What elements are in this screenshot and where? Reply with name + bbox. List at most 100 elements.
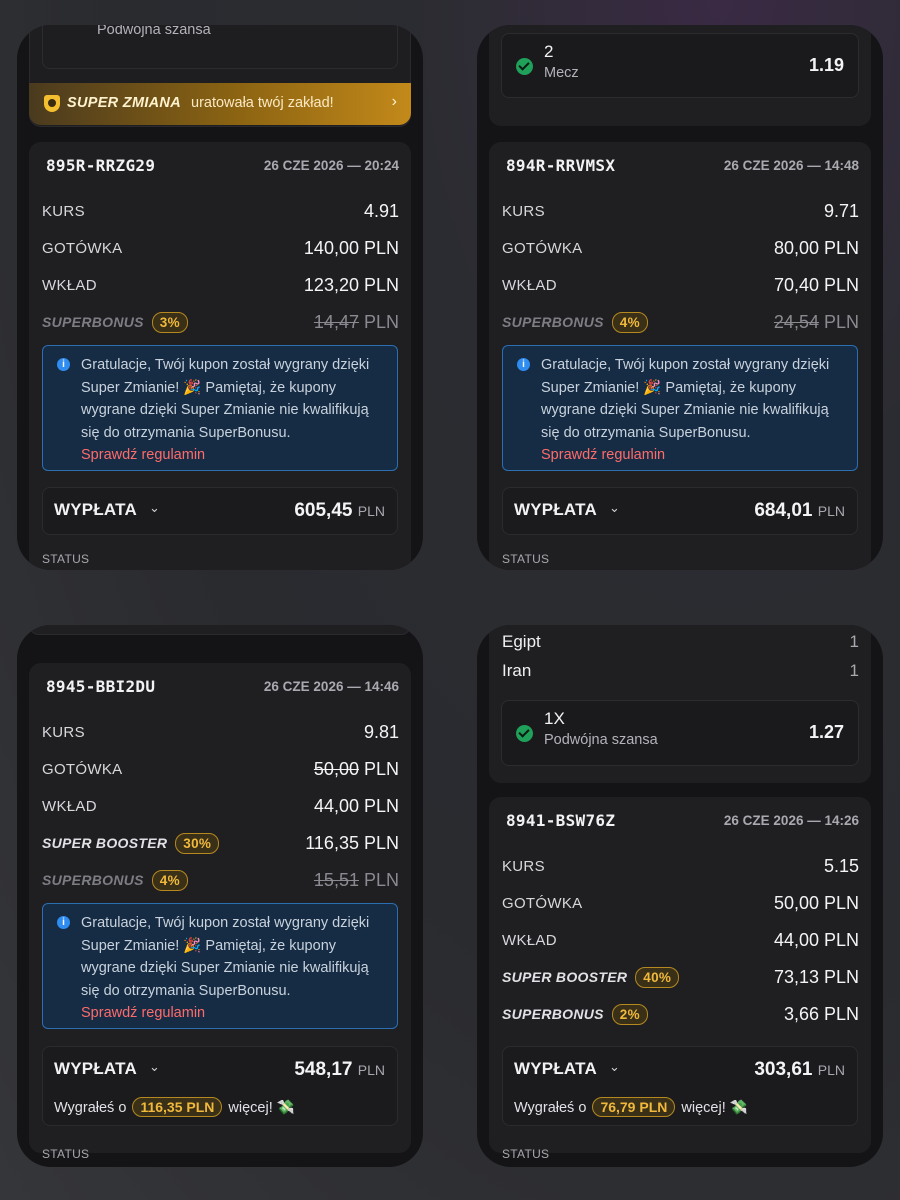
cash-label: GOTÓWKA xyxy=(42,239,123,257)
superbonus-label: SUPERBONUS 4% xyxy=(502,311,648,333)
previous-card-edge xyxy=(29,625,411,635)
bet-id: 894R-RRVMSX xyxy=(506,156,616,175)
cash-label: GOTÓWKA xyxy=(502,239,583,257)
bet-card: 894R-RRVMSX 26 CZE 2026 — 14:48 KURS 9.7… xyxy=(489,142,871,570)
odds-row: KURS 4.91 xyxy=(42,198,399,224)
chevron-down-icon: ⌄ xyxy=(609,1059,620,1074)
status-label: STATUS xyxy=(42,1147,90,1161)
stake-value: 44,00 PLN xyxy=(773,929,859,950)
rules-link[interactable]: Sprawdź regulamin xyxy=(81,447,206,463)
selection-box: 2 Mecz 1.19 xyxy=(501,33,859,98)
cash-value: 140,00 PLN xyxy=(303,237,399,258)
info-message: i Gratulacje, Twój kupon został wygrany … xyxy=(502,345,858,471)
payout-label: WYPŁATA xyxy=(54,500,137,519)
bet-date: 26 CZE 2026 — 14:46 xyxy=(263,679,399,694)
stake-row: WKŁAD 70,40 PLN xyxy=(502,272,859,298)
selection-box: 1X Podwójna szansa 1.27 xyxy=(501,700,859,766)
booster-percent-badge: 30% xyxy=(175,832,220,854)
superbonus-row: SUPERBONUS 4% 24,54 PLN xyxy=(502,309,859,335)
payout-box[interactable]: WYPŁATA ⌄ 548,17 PLN Wygrałeś o 116,35 P… xyxy=(42,1046,398,1126)
selection-name: 1X xyxy=(544,709,565,728)
odds-row: KURS 5.15 xyxy=(502,853,859,879)
cash-row: GOTÓWKA 140,00 PLN xyxy=(42,235,399,261)
shield-icon xyxy=(44,95,60,112)
banner-text: uratowała twój zakład! xyxy=(191,95,334,111)
superbonus-row: SUPERBONUS 3% 14,47 PLN xyxy=(42,309,399,335)
bet-id: 8945-BBI2DU xyxy=(46,677,156,696)
team-name: Iran xyxy=(502,661,532,680)
stake-value: 44,00 PLN xyxy=(313,795,399,816)
rules-link[interactable]: Sprawdź regulamin xyxy=(81,1005,206,1021)
cash-row: GOTÓWKA 50,00 PLN xyxy=(42,756,399,782)
bet-screen-bottom-right: Egipt 1 Iran 1 1X Podwójna szansa 1.27 8… xyxy=(477,625,883,1167)
bet-screen-bottom-left: 8945-BBI2DU 26 CZE 2026 — 14:46 KURS 9.8… xyxy=(17,625,423,1167)
superbonus-label: SUPERBONUS 3% xyxy=(42,311,188,333)
payout-box[interactable]: WYPŁATA ⌄ 684,01 PLN xyxy=(502,487,858,535)
stake-row: WKŁAD 44,00 PLN xyxy=(42,793,399,819)
info-text: Gratulacje, Twój kupon został wygrany dz… xyxy=(541,354,847,467)
info-icon: i xyxy=(57,916,70,929)
payout-label: WYPŁATA xyxy=(54,1059,137,1078)
cash-row: GOTÓWKA 50,00 PLN xyxy=(502,890,859,916)
stake-label: WKŁAD xyxy=(42,797,97,815)
stake-row: WKŁAD 123,20 PLN xyxy=(42,272,399,298)
odds-label: KURS xyxy=(42,202,85,220)
info-text: Gratulacje, Twój kupon został wygrany dz… xyxy=(81,354,387,467)
superbonus-percent-badge: 4% xyxy=(151,869,188,891)
superbonus-label: SUPERBONUS 2% xyxy=(502,1003,648,1025)
bet-card: 8941-BSW76Z 26 CZE 2026 — 14:26 KURS 5.1… xyxy=(489,797,871,1153)
stake-value: 70,40 PLN xyxy=(773,274,859,295)
team-score: 1 xyxy=(849,632,859,651)
bet-screen-top-left: Podwójna szansa SUPER ZMIANA uratowała t… xyxy=(17,25,423,570)
match-card: Egipt 1 Iran 1 1X Podwójna szansa 1.27 xyxy=(489,625,871,783)
superbonus-percent-badge: 3% xyxy=(151,311,188,333)
payout-box[interactable]: WYPŁATA ⌄ 605,45 PLN xyxy=(42,487,398,535)
chevron-down-icon: ⌄ xyxy=(609,500,620,515)
odds-row: KURS 9.81 xyxy=(42,719,399,745)
stake-value: 123,20 PLN xyxy=(303,274,399,295)
selection-type: Podwójna szansa xyxy=(97,25,211,38)
bet-date: 26 CZE 2026 — 20:24 xyxy=(263,158,399,173)
selection-odds: 1.27 xyxy=(808,722,844,742)
cash-value: 80,00 PLN xyxy=(773,237,859,258)
booster-value: 116,35 PLN xyxy=(305,832,399,853)
team-row: Egipt 1 xyxy=(502,629,859,655)
super-zmiana-banner[interactable]: SUPER ZMIANA uratowała twój zakład! › xyxy=(29,83,411,125)
cash-label: GOTÓWKA xyxy=(502,894,583,912)
info-text: Gratulacje, Twój kupon został wygrany dz… xyxy=(81,912,387,1025)
superbonus-value: 15,51 PLN xyxy=(313,869,399,890)
payout-label: WYPŁATA xyxy=(514,500,597,519)
odds-label: KURS xyxy=(502,202,545,220)
info-icon: i xyxy=(57,358,70,371)
chevron-down-icon: ⌄ xyxy=(149,500,160,515)
booster-value: 73,13 PLN xyxy=(773,966,859,987)
superbonus-label: SUPERBONUS 4% xyxy=(42,869,188,891)
superbonus-row: SUPERBONUS 4% 15,51 PLN xyxy=(42,867,399,893)
check-icon xyxy=(516,725,533,742)
info-message: i Gratulacje, Twój kupon został wygrany … xyxy=(42,345,398,471)
stake-label: WKŁAD xyxy=(502,276,557,294)
payout-box[interactable]: WYPŁATA ⌄ 303,61 PLN Wygrałeś o 76,79 PL… xyxy=(502,1046,858,1126)
stake-label: WKŁAD xyxy=(42,276,97,294)
odds-value: 9.71 xyxy=(823,200,859,221)
superbonus-value: 14,47 PLN xyxy=(313,311,399,332)
odds-value: 5.15 xyxy=(823,855,859,876)
cash-value: 50,00 PLN xyxy=(773,892,859,913)
team-name: Egipt xyxy=(502,632,541,651)
info-message: i Gratulacje, Twój kupon został wygrany … xyxy=(42,903,398,1029)
payout-value: 605,45 PLN xyxy=(294,500,385,521)
status-label: STATUS xyxy=(502,1147,550,1161)
cash-value: 50,00 PLN xyxy=(313,758,399,779)
selection-box: Podwójna szansa xyxy=(42,25,398,69)
payout-value: 303,61 PLN xyxy=(754,1059,845,1080)
bet-id: 8941-BSW76Z xyxy=(506,811,616,830)
team-row: Iran 1 xyxy=(502,658,859,684)
won-amount-badge: 76,79 PLN xyxy=(592,1097,676,1117)
rules-link[interactable]: Sprawdź regulamin xyxy=(541,447,666,463)
won-amount-badge: 116,35 PLN xyxy=(132,1097,223,1117)
superbonus-value: 3,66 PLN xyxy=(783,1003,859,1024)
check-icon xyxy=(516,58,533,75)
odds-value: 9.81 xyxy=(363,721,399,742)
selection-card: 2 Mecz 1.19 xyxy=(489,25,871,126)
superbonus-percent-badge: 4% xyxy=(611,311,648,333)
